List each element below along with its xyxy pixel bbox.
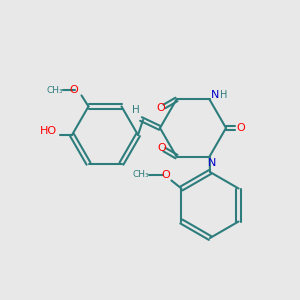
Text: H: H [132, 105, 140, 115]
Text: O: O [158, 142, 166, 153]
Text: CH₃: CH₃ [132, 170, 149, 179]
Text: N: N [208, 158, 217, 168]
Text: O: O [157, 103, 165, 113]
Text: N: N [211, 90, 220, 100]
Text: H: H [220, 90, 227, 100]
Text: CH₃: CH₃ [46, 86, 63, 95]
Text: HO: HO [39, 126, 57, 136]
Text: O: O [237, 123, 245, 133]
Text: O: O [69, 85, 78, 95]
Text: O: O [161, 169, 170, 179]
